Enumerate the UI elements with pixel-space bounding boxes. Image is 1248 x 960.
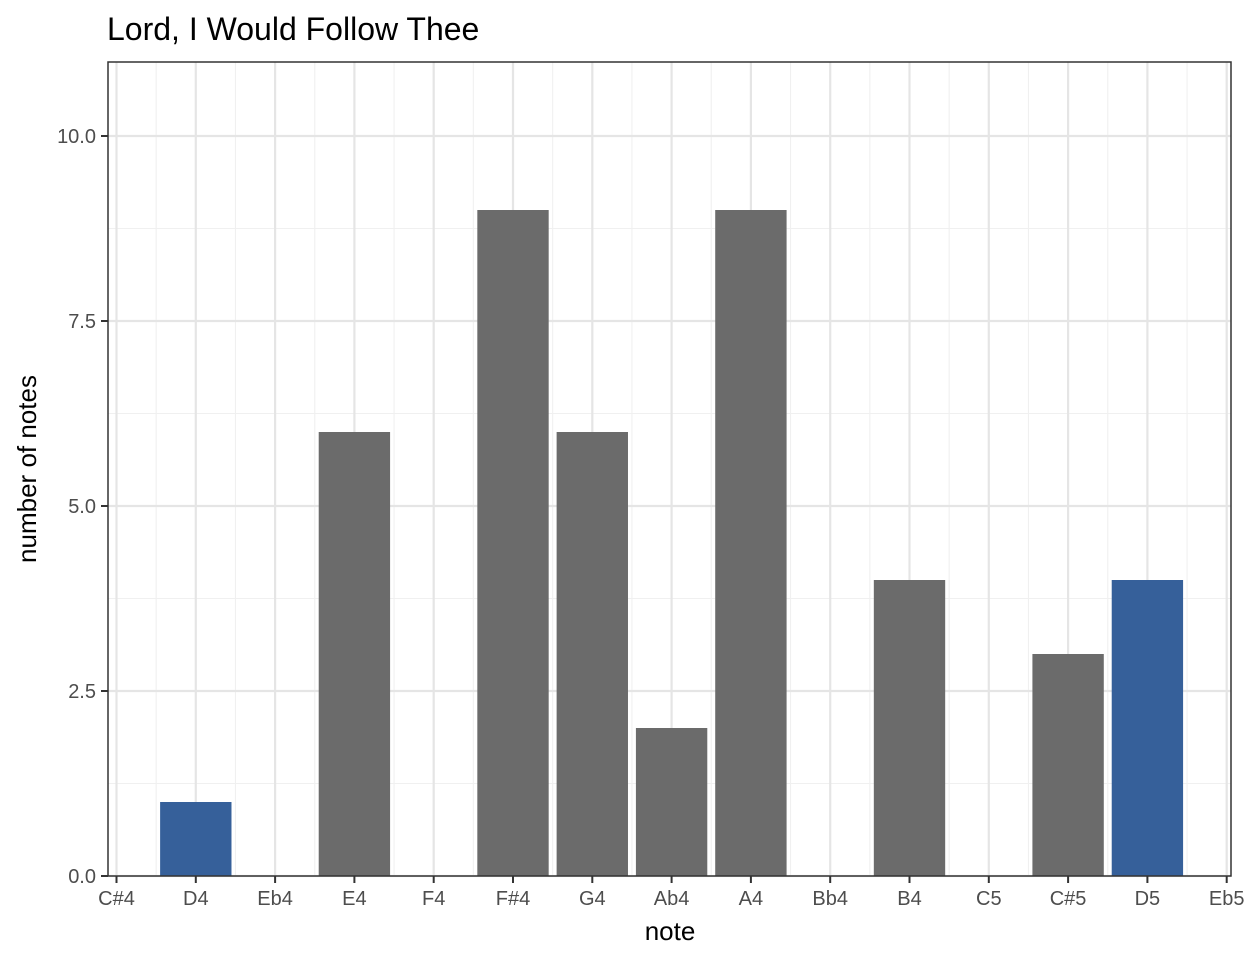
x-tick-label: C#4	[98, 888, 135, 910]
x-tick-label: E4	[342, 888, 366, 910]
bar-d5	[1111, 580, 1184, 876]
x-tick-label: B4	[897, 888, 921, 910]
x-tick-label: Eb4	[257, 888, 293, 910]
y-axis: 0.0 2.5 5.0 7.5 10.0	[57, 126, 108, 888]
x-tick-label: Eb5	[1209, 888, 1245, 910]
x-tick-label: F#4	[496, 888, 530, 910]
x-tick-label: C#5	[1050, 888, 1087, 910]
x-tick-label: G4	[579, 888, 606, 910]
x-axis-title: note	[645, 916, 696, 946]
x-tick-label: A4	[739, 888, 763, 910]
y-tick-label: 0.0	[68, 866, 96, 888]
bars	[160, 210, 1184, 876]
y-tick-label: 7.5	[68, 311, 96, 333]
x-tick-label: D5	[1135, 888, 1161, 910]
y-axis-title: number of notes	[12, 375, 42, 563]
plot-frame	[107, 61, 1232, 877]
x-axis: C#4 D4 Eb4 E4 F4 F#4 G4 Ab4 A4 Bb4 B4 C5 C#5 D5 Eb5	[98, 876, 1244, 910]
x-tick-label: C5	[976, 888, 1002, 910]
y-tick-label: 5.0	[68, 496, 96, 518]
bar-fsharp4	[477, 210, 549, 876]
bar-e4	[318, 432, 391, 876]
bar-g4	[556, 432, 628, 876]
x-tick-label: D4	[183, 888, 209, 910]
y-tick-label: 2.5	[68, 681, 96, 703]
bar-ab4	[635, 728, 708, 876]
chart-title: Lord, I Would Follow Thee	[107, 11, 479, 47]
bar-csharp5	[1032, 654, 1104, 876]
x-tick-label: F4	[422, 888, 445, 910]
y-tick-label: 10.0	[57, 126, 96, 148]
bar-d4	[160, 802, 232, 876]
bar-a4	[715, 210, 787, 876]
x-tick-label: Bb4	[812, 888, 848, 910]
bar-b4	[873, 580, 946, 876]
x-tick-label: Ab4	[654, 888, 690, 910]
